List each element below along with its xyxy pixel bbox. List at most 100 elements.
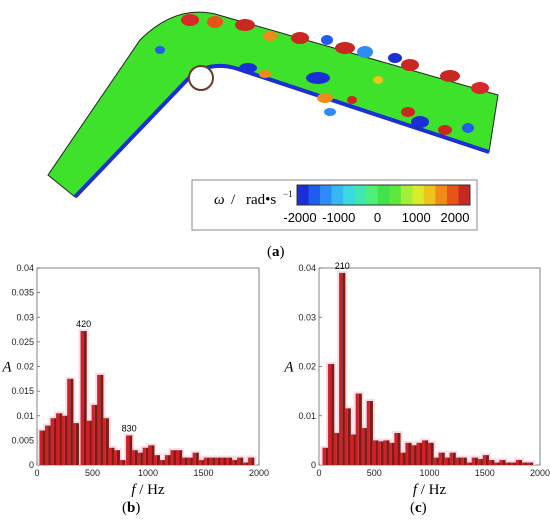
bar-shade	[391, 442, 396, 465]
y-tick-label: 0.025	[11, 337, 34, 347]
y-tick-label: 0.04	[298, 263, 316, 273]
bar-shade	[195, 452, 199, 465]
bar-shade	[507, 462, 512, 465]
bar	[421, 440, 426, 465]
bar	[526, 462, 531, 465]
bar	[344, 408, 348, 465]
bar-shade	[463, 457, 467, 465]
bar	[477, 459, 481, 465]
bar	[97, 374, 101, 465]
bar-shade	[190, 457, 194, 465]
colorbar-tick-label: 0	[374, 210, 381, 225]
peak-label: 420	[76, 319, 91, 329]
bar-shade	[145, 447, 149, 465]
bar-shade	[83, 331, 87, 465]
bar	[339, 272, 343, 465]
bar	[192, 452, 196, 465]
bar	[86, 420, 90, 465]
colorbar-legend: ω / rad•s −1 -2000 -1000 0 1000 2000	[191, 179, 478, 231]
x-tick-label: 1000	[419, 468, 439, 478]
y-tick-label: 0.01	[298, 411, 316, 421]
bar	[444, 457, 448, 465]
bar-shade	[425, 440, 429, 465]
bar	[242, 462, 246, 465]
colorbar-tick-label: -2000	[283, 210, 316, 225]
bar-shade	[480, 459, 484, 465]
bar	[187, 457, 191, 465]
bar-shade	[436, 457, 440, 465]
bar-shade	[140, 452, 144, 465]
colorbar-swatch	[389, 185, 402, 205]
bar-shade	[156, 455, 160, 465]
bar	[350, 434, 354, 465]
bar-shade	[513, 462, 517, 465]
vorticity-contour-panel	[47, 11, 499, 199]
colorbar-swatch	[400, 185, 413, 205]
bar	[61, 415, 65, 465]
colorbar-swatch	[423, 185, 436, 205]
bar	[153, 455, 157, 465]
y-axis-label: A	[1, 360, 12, 376]
bar	[405, 442, 409, 465]
colorbar-swatch	[435, 185, 448, 205]
bar-shade	[167, 455, 172, 465]
bar	[131, 450, 135, 465]
x-tick-label: 500	[85, 468, 100, 478]
bar-shade	[441, 452, 445, 465]
bar-shade	[212, 457, 216, 465]
bar	[383, 440, 387, 465]
bar-shade	[59, 413, 63, 465]
bar-shade	[251, 457, 255, 465]
bar	[209, 457, 213, 465]
bar-shade	[70, 378, 74, 465]
bar	[515, 460, 520, 465]
bar-shade	[342, 272, 346, 465]
colorbar-tick-label: 2000	[441, 210, 470, 225]
peak-label: 830	[122, 423, 137, 433]
bar	[203, 457, 207, 465]
bar-shade	[519, 460, 523, 465]
y-tick-label: 0.03	[16, 312, 34, 322]
bar	[377, 441, 381, 465]
bar	[410, 445, 415, 465]
colorbar-swatch	[446, 185, 459, 205]
bar	[399, 452, 403, 465]
bar	[175, 450, 180, 465]
bar	[220, 457, 224, 465]
bar	[39, 430, 43, 465]
y-tick-label: 0.04	[16, 263, 34, 273]
x-tick-label: 500	[367, 468, 382, 478]
colorbar-swatch	[331, 185, 344, 205]
bar-shade	[524, 462, 528, 465]
bar-shade	[206, 457, 210, 465]
bar	[460, 457, 464, 465]
bar-shade	[325, 447, 329, 465]
bar	[170, 450, 174, 465]
bar	[499, 460, 503, 465]
y-tick-label: 0.03	[298, 312, 316, 322]
bar	[237, 457, 241, 465]
y-tick-label: 0.02	[16, 362, 34, 372]
colorbar-swatch	[354, 185, 367, 205]
x-tick-label: 0	[316, 468, 321, 478]
colorbar-label-exp: −1	[283, 189, 293, 199]
bar	[102, 418, 106, 465]
bar	[510, 462, 514, 465]
bar-shade	[502, 460, 506, 465]
peak-label: 210	[335, 261, 350, 271]
bar-shade	[474, 457, 478, 465]
bar-shade	[173, 450, 177, 465]
bar	[372, 440, 376, 465]
colorbar-swatch	[297, 185, 310, 205]
y-tick-label: 0.015	[11, 386, 34, 396]
bar-shade	[151, 445, 155, 465]
bar	[466, 462, 470, 465]
x-axis-label: f / Hz	[413, 482, 447, 498]
bar	[225, 457, 230, 465]
bar	[455, 457, 459, 465]
bar	[366, 400, 370, 465]
bar-shade	[447, 457, 451, 465]
bar	[322, 447, 326, 465]
bar-shade	[353, 434, 357, 465]
x-tick-label: 1000	[138, 468, 158, 478]
